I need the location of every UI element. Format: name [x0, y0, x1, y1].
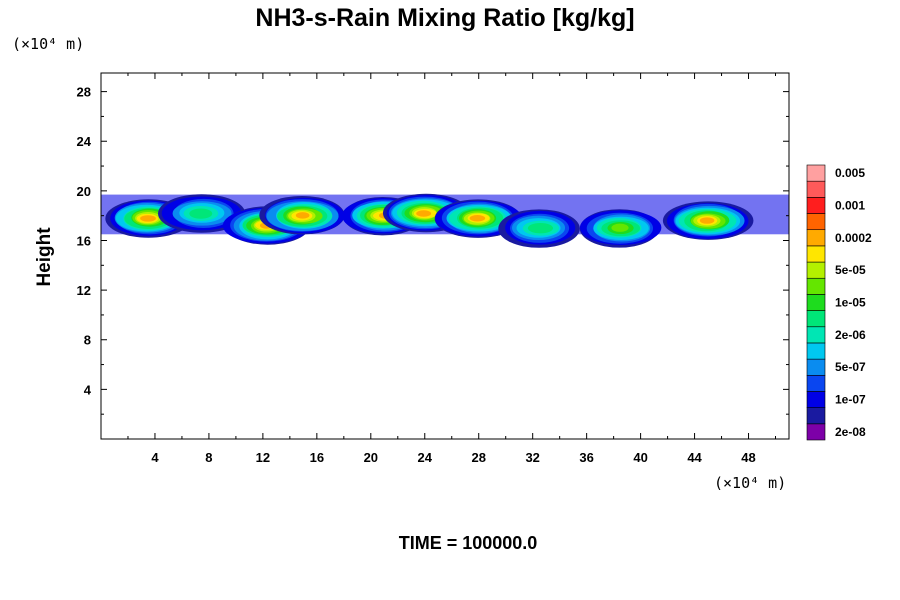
y-tick-label: 4 [84, 382, 92, 397]
x-tick-label: 44 [687, 450, 702, 465]
x-tick-label: 24 [418, 450, 433, 465]
y-tick-label: 12 [77, 283, 91, 298]
x-tick-label: 12 [256, 450, 270, 465]
x-tick-label: 36 [579, 450, 593, 465]
colorbar-swatch [806, 407, 826, 425]
y-tick-label: 8 [84, 333, 91, 348]
colorbar-swatch [806, 229, 826, 247]
colorbar-label: 5e-05 [835, 263, 866, 277]
colorbar: 2e-08 1e-07 5e-07 2e-06 1e-05 5e-05 0.0002 0.00… [806, 164, 872, 441]
colorbar-label: 0.005 [835, 166, 865, 180]
y-tick-label: 20 [77, 184, 91, 199]
colorbar-label: 1e-05 [835, 296, 866, 310]
time-label: TIME = 100000.0 [399, 533, 538, 553]
cloud-cell [434, 199, 523, 238]
plot-frame [100, 72, 790, 440]
colorbar-swatch [806, 374, 826, 392]
cloud-cell [259, 195, 345, 235]
plot-data [101, 193, 789, 248]
x-tick-label: 32 [525, 450, 539, 465]
colorbar-label: 1e-07 [835, 393, 866, 407]
colorbar-label: 0.001 [835, 198, 865, 212]
colorbar-label: 2e-06 [835, 328, 866, 342]
x-axis-unit: (×10⁴ m) [714, 474, 786, 492]
cloud-cell [498, 209, 580, 248]
y-tick-label: 16 [77, 233, 91, 248]
colorbar-swatch [806, 245, 826, 263]
colorbar-swatch [806, 358, 826, 376]
x-tick-label: 28 [471, 450, 485, 465]
y-axis-unit: (×10⁴ m) [12, 35, 84, 53]
cloud-cell [662, 201, 754, 240]
x-tick-label: 16 [310, 450, 324, 465]
colorbar-swatch [806, 277, 826, 295]
x-tick-label: 4 [151, 450, 159, 465]
chart-title: NH3-s-Rain Mixing Ratio [kg/kg] [255, 4, 634, 32]
colorbar-swatch [806, 213, 826, 231]
colorbar-swatch [806, 164, 826, 182]
colorbar-swatch [806, 294, 826, 311]
colorbar-swatch [806, 180, 826, 198]
colorbar-label: 2e-08 [835, 425, 866, 439]
colorbar-label: 0.0002 [835, 231, 872, 245]
x-tick-label: 40 [633, 450, 647, 465]
x-tick-label: 48 [741, 450, 755, 465]
colorbar-swatch [806, 326, 826, 344]
x-tick-label: 20 [364, 450, 378, 465]
colorbar-swatch [806, 342, 826, 360]
colorbar-swatch [806, 197, 826, 214]
colorbar-swatch [806, 391, 826, 408]
y-tick-label: 28 [77, 85, 91, 100]
cloud-cell [579, 209, 662, 248]
x-tick-label: 8 [205, 450, 212, 465]
colorbar-label: 5e-07 [835, 360, 866, 374]
colorbar-swatch [806, 261, 826, 279]
y-axis-label: Height [34, 227, 55, 287]
y-tick-label: 24 [77, 134, 92, 149]
colorbar-swatch [806, 310, 826, 328]
colorbar-swatch [806, 423, 826, 441]
